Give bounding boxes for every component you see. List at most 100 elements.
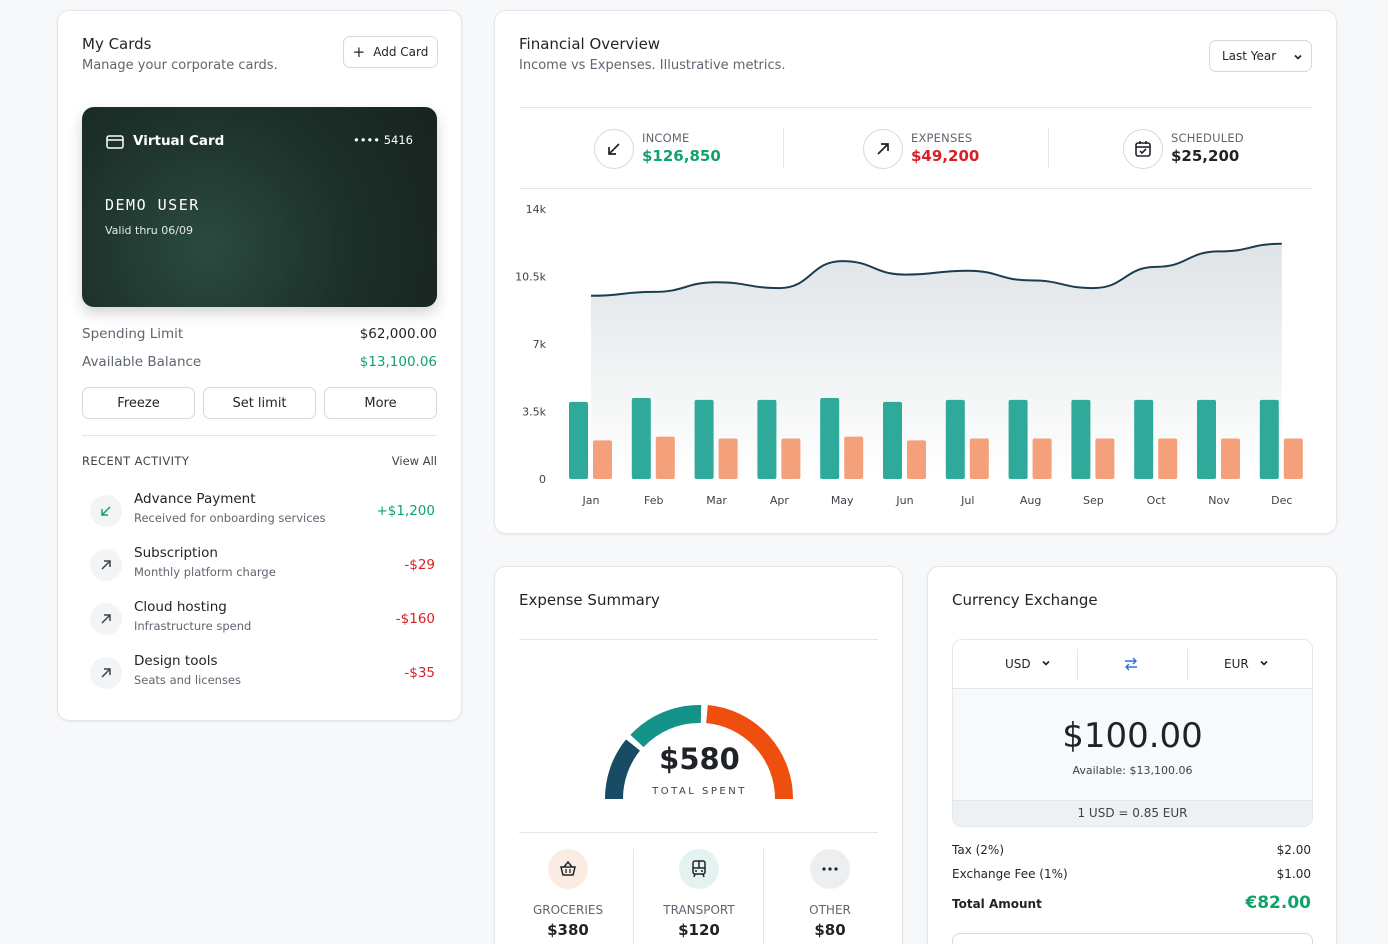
arrow-up-right-icon: [90, 657, 122, 689]
activity-desc: Received for onboarding services: [134, 511, 326, 525]
arrow-down-left-icon: [90, 495, 122, 527]
view-all-link[interactable]: View All: [391, 454, 437, 468]
to-currency-select[interactable]: EUR: [1224, 657, 1269, 671]
x-tick-label: Feb: [644, 494, 663, 507]
bar-income: [1008, 399, 1028, 479]
add-card-button[interactable]: + Add Card: [343, 36, 438, 68]
tax-label: Tax (2%): [952, 843, 1005, 857]
y-tick-label: 14k: [526, 203, 547, 216]
activity-name: Cloud hosting: [134, 599, 227, 615]
activity-amount: -$160: [395, 611, 435, 627]
category-label: TRANSPORT: [663, 903, 735, 917]
bar-expense: [718, 438, 738, 479]
activity-name: Subscription: [134, 545, 218, 561]
convert-button[interactable]: [952, 933, 1313, 944]
x-tick-label: Aug: [1020, 494, 1041, 507]
bar-expense: [844, 436, 864, 479]
metric-label: EXPENSES: [911, 131, 973, 145]
gauge-segment-groceries: [705, 705, 794, 800]
bar-income: [1134, 399, 1154, 479]
metric-value: $126,850: [642, 147, 721, 165]
bar-income: [883, 401, 902, 479]
bar-income: [1071, 399, 1091, 479]
y-tick-label: 7k: [533, 338, 547, 351]
exchange-fee-label: Exchange Fee (1%): [952, 867, 1068, 881]
add-card-label: Add Card: [373, 45, 429, 59]
activity-amount: -$35: [404, 665, 435, 681]
divider: [763, 849, 764, 944]
y-tick-label: 0: [539, 473, 546, 486]
divider: [519, 188, 1312, 189]
overview-subtitle: Income vs Expenses. Illustrative metrics…: [519, 58, 786, 73]
activity-item[interactable]: Advance Payment Received for onboarding …: [90, 489, 435, 535]
activity-item[interactable]: Subscription Monthly platform charge -$2…: [90, 543, 435, 589]
divider: [519, 832, 878, 833]
available-balance-label: Available Balance: [82, 354, 202, 370]
divider: [519, 639, 878, 640]
card-holder-name: DEMO USER: [105, 196, 200, 214]
my-cards-subtitle: Manage your corporate cards.: [82, 58, 278, 73]
expense-summary-title: Expense Summary: [519, 591, 660, 609]
bar-expense: [1095, 438, 1115, 479]
divider: [82, 435, 437, 436]
credit-card-icon: [106, 134, 124, 153]
gauge-segment-transport: [630, 705, 702, 748]
currency-title: Currency Exchange: [952, 591, 1098, 609]
metric-value: $25,200: [1171, 147, 1240, 165]
exchange-amount[interactable]: $100.00: [1062, 716, 1203, 756]
category-label: OTHER: [809, 903, 851, 917]
overview-title: Financial Overview: [519, 35, 661, 53]
bus-icon: [679, 849, 719, 889]
spending-limit-value: $62,000.00: [359, 326, 437, 342]
bar-expense: [969, 438, 989, 479]
swap-currency-button[interactable]: [1123, 656, 1139, 676]
bar-income: [569, 401, 588, 479]
available-balance-value: $13,100.06: [359, 354, 437, 370]
activity-desc: Monthly platform charge: [134, 565, 276, 579]
bar-expense: [655, 436, 675, 479]
x-tick-label: Mar: [706, 494, 727, 507]
bar-income: [694, 399, 714, 479]
x-tick-label: Dec: [1271, 494, 1292, 507]
activity-desc: Seats and licenses: [134, 673, 242, 687]
total-amount-label: Total Amount: [952, 897, 1042, 911]
x-tick-label: Oct: [1147, 494, 1167, 507]
total-spent-value: $580: [659, 742, 740, 776]
bar-expense: [593, 440, 612, 479]
x-tick-label: Apr: [770, 494, 790, 507]
exchange-rate: 1 USD = 0.85 EUR: [953, 800, 1312, 826]
bar-expense: [907, 440, 926, 479]
x-tick-label: Nov: [1208, 494, 1230, 507]
category-other: OTHER $80: [765, 849, 895, 939]
category-transport: TRANSPORT $120: [634, 849, 764, 939]
virtual-card[interactable]: Virtual Card •••• 5416 DEMO USER Valid t…: [82, 107, 437, 307]
arrow-up-right-icon: [90, 603, 122, 635]
freeze-button[interactable]: Freeze: [82, 387, 195, 419]
bar-expense: [1283, 438, 1303, 479]
exchange-fee-value: $1.00: [1276, 867, 1311, 881]
swap-icon: [1123, 657, 1139, 676]
income-expense-chart: 0 3.5k 7k 10.5k 14k Jan Feb Mar Apr May Jun Jul Aug S…: [515, 203, 1303, 507]
x-tick-label: Jan: [582, 494, 600, 507]
y-tick-label: 10.5k: [515, 271, 546, 284]
more-button[interactable]: More: [324, 387, 437, 419]
card-valid-thru: Valid thru 06/09: [105, 224, 193, 237]
bar-income: [1197, 399, 1216, 479]
gauge-segment-other: [604, 739, 641, 800]
y-tick-label: 3.5k: [522, 406, 546, 419]
divider: [1048, 128, 1049, 168]
expense-summary-panel: Expense Summary $580 TOTAL SPENT GROCERI…: [494, 566, 903, 944]
activity-desc: Infrastructure spend: [134, 619, 252, 633]
series-line: [590, 242, 1282, 297]
x-tick-label: May: [831, 494, 854, 507]
chevron-down-icon: [1293, 51, 1303, 65]
total-amount-value: €82.00: [1245, 893, 1311, 913]
calendar-check-icon: [1123, 129, 1163, 169]
set-limit-button[interactable]: Set limit: [203, 387, 316, 419]
activity-amount: -$29: [404, 557, 435, 573]
range-select[interactable]: Last Year: [1209, 40, 1312, 72]
activity-item[interactable]: Cloud hosting Infrastructure spend -$160: [90, 597, 435, 643]
activity-item[interactable]: Design tools Seats and licenses -$35: [90, 651, 435, 697]
from-currency-select[interactable]: USD: [1005, 657, 1051, 671]
x-tick-label: Jun: [895, 494, 913, 507]
